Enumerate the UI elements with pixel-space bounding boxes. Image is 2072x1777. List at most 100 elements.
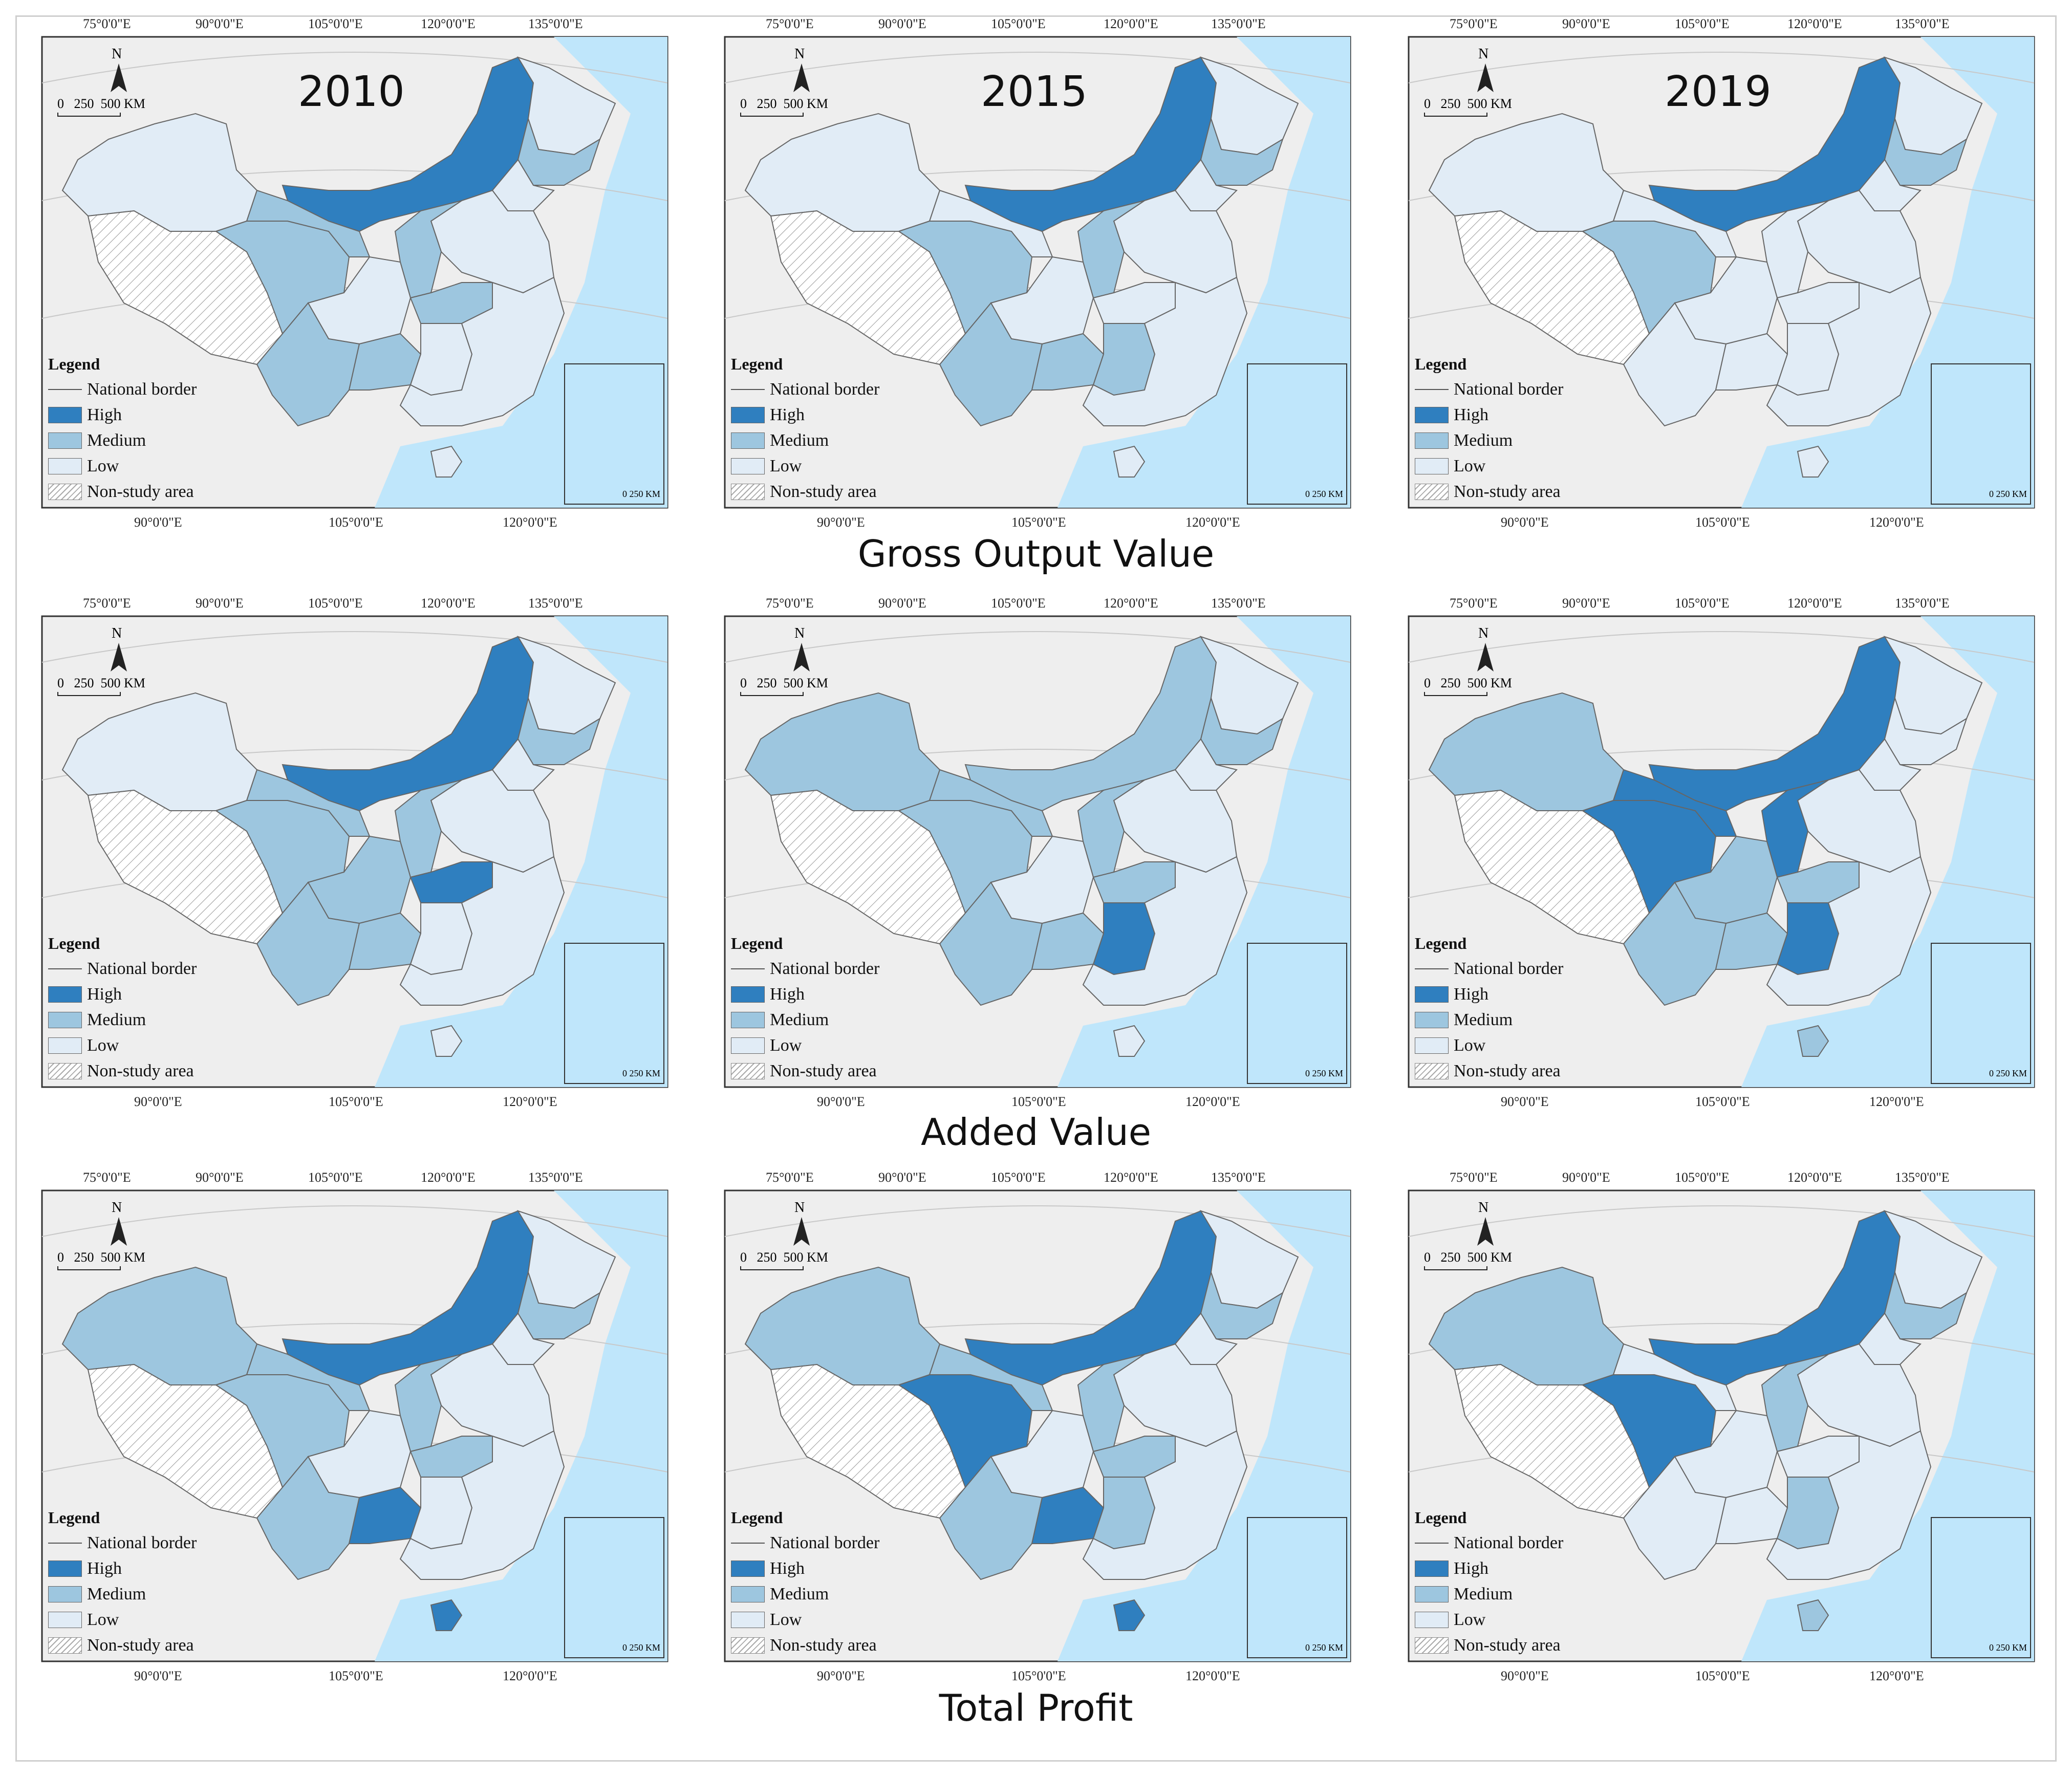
year-label: 2015 [981,68,1088,116]
longitude-label: 90°0'0"E [817,515,865,530]
legend-item: High [731,982,905,1007]
map-panel: 75°0'0"E 90°0'0"E 105°0'0"E 120°0'0"E 135°0'… [1408,596,2035,1109]
longitude-label: 75°0'0"E [83,16,131,31]
year-label: 2010 [298,68,405,116]
region-yunnan [256,1456,360,1580]
legend-item: Medium [1415,428,1589,453]
legend-item: High [48,982,222,1007]
graticule-line [41,631,668,663]
row-title-total-profit: Total Profit [939,1686,1133,1729]
longitude-label: 120°0'0"E [1185,515,1240,530]
longitude-label: 75°0'0"E [1450,1170,1498,1185]
legend-title: Legend [48,355,100,373]
region-hainan [430,1025,463,1057]
longitude-label: 135°0'0"E [1895,1170,1950,1185]
longitude-label: 120°0'0"E [1787,1170,1842,1185]
legend-item: Low [48,1607,222,1633]
longitude-label: 105°0'0"E [308,596,363,611]
region-hainan [1797,445,1829,478]
legend-item: National border [48,377,222,402]
graticule-line [724,631,1351,663]
inset-scale: 0 250 KM [1305,1642,1343,1653]
legend-item: High [1415,402,1589,428]
legend-title: Legend [731,934,783,952]
longitude-label: 120°0'0"E [1185,1094,1240,1109]
longitude-label: 90°0'0"E [134,1668,182,1683]
legend-item: Low [731,1607,905,1633]
inset-scale: 0 250 KM [622,489,660,499]
row-title-gross-output: Gross Output Value [857,532,1215,575]
south-china-sea-inset: 0 250 KM [564,943,664,1084]
graticule-line [1408,52,2035,83]
longitude-label: 120°0'0"E [1185,1668,1240,1683]
longitude-label: 90°0'0"E [196,16,244,31]
longitude-label: 135°0'0"E [1211,596,1266,611]
longitude-label: 90°0'0"E [1562,1170,1610,1185]
legend-title: Legend [1415,1508,1467,1527]
longitude-label: 90°0'0"E [1562,16,1610,31]
legend-item: Non-study area [731,1633,905,1658]
legend: Legend National border High Medium Low Non-st… [48,355,222,505]
legend-item: Medium [1415,1007,1589,1033]
longitude-label: 90°0'0"E [134,1094,182,1109]
region-south-east [1766,1430,1932,1580]
longitude-label: 120°0'0"E [1787,596,1842,611]
south-china-sea-inset: 0 250 KM [1931,943,2031,1084]
longitude-label: 105°0'0"E [1011,1668,1066,1683]
region-south-east [399,1430,565,1580]
legend-item: Medium [48,1581,222,1607]
legend-item: Non-study area [1415,1058,1589,1084]
map-svg [41,36,668,509]
graticule-line [724,52,1351,83]
longitude-label: 75°0'0"E [1450,16,1498,31]
legend-item: Non-study area [731,1058,905,1084]
region-yunnan [256,302,360,427]
longitude-label: 120°0'0"E [503,515,557,530]
longitude-label: 135°0'0"E [528,16,583,31]
legend-item: Low [48,453,222,479]
legend-item: National border [48,1530,222,1556]
region-hainan [430,445,463,478]
legend-item: Non-study area [1415,1633,1589,1658]
south-china-sea-inset: 0 250 KM [564,363,664,505]
region-south-east [1766,276,1932,426]
legend-item: Low [731,1033,905,1058]
legend-item: High [1415,1556,1589,1581]
longitude-label: 120°0'0"E [1104,1170,1158,1185]
region-hainan [1113,1025,1146,1057]
longitude-label: 105°0'0"E [1675,1170,1730,1185]
legend: Legend National border High Medium Low Non-st… [1415,355,1589,505]
legend-item: Low [1415,1607,1589,1633]
longitude-label: 105°0'0"E [991,596,1046,611]
longitude-label: 75°0'0"E [1450,596,1498,611]
longitude-label: 105°0'0"E [1011,1094,1066,1109]
legend-item: Medium [731,428,905,453]
map-panel: 75°0'0"E 90°0'0"E 105°0'0"E 120°0'0"E 135°0'… [724,596,1351,1109]
region-hainan [1113,1599,1146,1631]
longitude-label: 135°0'0"E [1211,1170,1266,1185]
longitude-label: 105°0'0"E [1695,515,1750,530]
legend-item: High [1415,982,1589,1007]
south-china-sea-inset: 0 250 KM [1247,943,1347,1084]
longitude-label: 90°0'0"E [1562,596,1610,611]
graticule-line [1408,1205,2035,1237]
year-label: 2019 [1665,68,1772,116]
legend-item: Non-study area [48,1633,222,1658]
legend-item: Medium [731,1007,905,1033]
region-hainan [1797,1599,1829,1631]
legend-item: National border [731,1530,905,1556]
inset-scale: 0 250 KM [1305,489,1343,499]
region-south-east [399,276,565,426]
legend-item: Medium [731,1581,905,1607]
legend-item: National border [1415,956,1589,982]
legend-item: National border [1415,1530,1589,1556]
legend-item: Low [48,1033,222,1058]
legend-item: High [731,402,905,428]
